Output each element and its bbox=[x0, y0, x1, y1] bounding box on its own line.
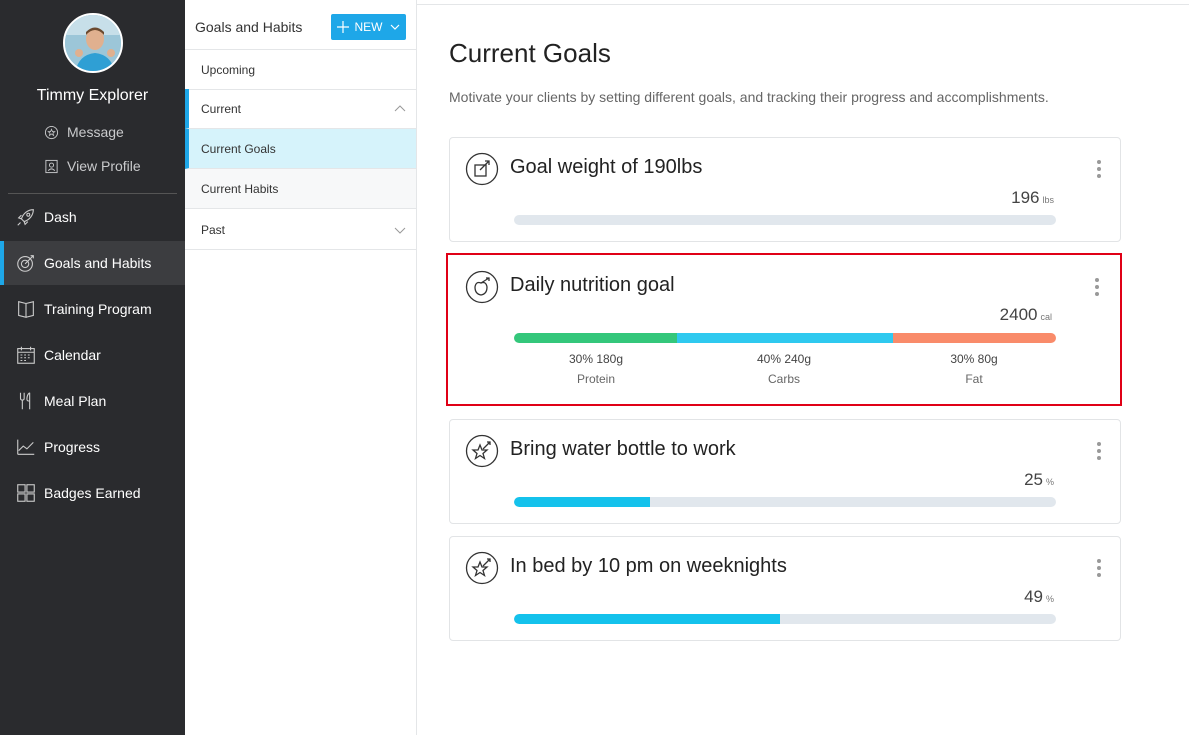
chevron-down-icon bbox=[394, 227, 406, 234]
panel-item-upcoming[interactable]: Upcoming bbox=[185, 50, 416, 90]
avatar[interactable] bbox=[63, 13, 123, 73]
goal-title: Goal weight of 190lbs bbox=[510, 156, 703, 178]
habit-progress-bar bbox=[514, 497, 1056, 507]
habit-title: Bring water bottle to work bbox=[510, 438, 736, 460]
macro-distribution-bar bbox=[514, 333, 1056, 343]
habit-progress-fill bbox=[514, 614, 780, 624]
protein-amount: 30% 180g bbox=[568, 352, 624, 366]
nutrition-calories: 2400 cal bbox=[1000, 305, 1052, 325]
goal-value-unit: lbs bbox=[1042, 195, 1054, 205]
rocket-icon bbox=[17, 209, 34, 226]
more-options-icon[interactable] bbox=[1096, 558, 1102, 578]
goal-value-number: 196 bbox=[1011, 188, 1040, 207]
chevron-up-icon bbox=[394, 105, 406, 112]
message-label: Message bbox=[67, 124, 124, 140]
chevron-down-icon bbox=[390, 24, 399, 30]
profile-icon bbox=[45, 159, 58, 173]
habit-value: 25% bbox=[1024, 470, 1054, 490]
calories-unit: cal bbox=[1040, 312, 1052, 322]
nav-item-badges-earned[interactable]: Badges Earned bbox=[0, 471, 185, 515]
target-icon bbox=[17, 255, 34, 272]
habit-progress-fill bbox=[514, 497, 650, 507]
nav-label-dash: Dash bbox=[44, 209, 77, 225]
new-button[interactable]: NEW bbox=[331, 14, 406, 40]
goal-progress-bar bbox=[514, 215, 1056, 225]
habit-card[interactable]: In bed by 10 pm on weeknights 49% bbox=[449, 536, 1121, 641]
page-title: Current Goals bbox=[449, 38, 611, 68]
sidebar-divider bbox=[8, 193, 177, 194]
fat-label: Fat bbox=[965, 372, 983, 386]
carbs-segment bbox=[676, 333, 894, 343]
nav-label-training-program: Training Program bbox=[44, 301, 152, 317]
current-goals-label: Current Goals bbox=[201, 141, 276, 156]
carbs-label: Carbs bbox=[767, 372, 800, 386]
habit-value-number: 49 bbox=[1024, 587, 1043, 606]
grid-icon bbox=[17, 484, 35, 502]
main-content: Current Goals Motivate your clients by s… bbox=[417, 0, 1189, 735]
nav-item-progress[interactable]: Progress bbox=[0, 425, 185, 469]
protein-label: Protein bbox=[576, 372, 616, 386]
fat-amount: 30% 80g bbox=[950, 352, 998, 366]
nav-label-goals-and-habits: Goals and Habits bbox=[44, 255, 152, 271]
habit-card[interactable]: Bring water bottle to work 25% bbox=[449, 419, 1121, 524]
star-target-icon bbox=[465, 434, 499, 468]
panel-title: Goals and Habits bbox=[195, 19, 303, 35]
main-sidebar: Timmy Explorer Message View Profile Dash… bbox=[0, 0, 185, 735]
upcoming-label: Upcoming bbox=[201, 62, 256, 77]
carbs-amount: 40% 240g bbox=[756, 352, 812, 366]
chart-icon bbox=[17, 439, 35, 455]
utensils-icon bbox=[19, 392, 31, 410]
nav-item-calendar[interactable]: Calendar bbox=[0, 333, 185, 377]
view-profile-link[interactable]: View Profile bbox=[44, 158, 141, 174]
star-target-icon bbox=[465, 551, 499, 585]
panel-header: Goals and Habits NEW bbox=[185, 0, 416, 50]
more-options-icon[interactable] bbox=[1096, 441, 1102, 461]
nav-label-badges-earned: Badges Earned bbox=[44, 485, 141, 501]
goal-target-icon bbox=[465, 152, 499, 186]
nav-item-goals-and-habits[interactable]: Goals and Habits bbox=[0, 241, 185, 285]
panel-item-current-goals[interactable]: Current Goals bbox=[185, 129, 416, 169]
more-options-icon[interactable] bbox=[1096, 159, 1102, 179]
more-options-icon[interactable] bbox=[1094, 277, 1100, 297]
nav-label-progress: Progress bbox=[44, 439, 101, 455]
avatar-image bbox=[65, 15, 121, 71]
top-divider bbox=[417, 4, 1189, 5]
panel-item-current[interactable]: Current bbox=[185, 89, 416, 129]
habit-value-number: 25 bbox=[1024, 470, 1043, 489]
nav-item-meal-plan[interactable]: Meal Plan bbox=[0, 379, 185, 423]
panel-item-current-habits[interactable]: Current Habits bbox=[185, 169, 416, 209]
message-link[interactable]: Message bbox=[44, 124, 124, 140]
view-profile-label: View Profile bbox=[67, 158, 141, 174]
habit-progress-bar bbox=[514, 614, 1056, 624]
habit-title: In bed by 10 pm on weeknights bbox=[510, 555, 787, 577]
current-habits-label: Current Habits bbox=[201, 181, 279, 196]
goals-habits-panel: Goals and Habits NEW Upcoming Current Cu… bbox=[185, 0, 417, 735]
calories-number: 2400 bbox=[999, 305, 1038, 324]
panel-item-past[interactable]: Past bbox=[185, 210, 416, 250]
nav-label-calendar: Calendar bbox=[44, 347, 101, 363]
past-label: Past bbox=[201, 222, 226, 237]
nutrition-goal-card[interactable]: Daily nutrition goal 2400 cal 30% 180g Pr… bbox=[446, 253, 1122, 406]
nav-item-training-program[interactable]: Training Program bbox=[0, 287, 185, 331]
protein-segment bbox=[514, 333, 677, 343]
nav-label-meal-plan: Meal Plan bbox=[44, 393, 107, 409]
habit-value-unit: % bbox=[1045, 594, 1054, 604]
new-button-label: NEW bbox=[354, 20, 383, 34]
apple-target-icon bbox=[465, 270, 499, 304]
nutrition-goal-title: Daily nutrition goal bbox=[510, 274, 675, 296]
goal-card[interactable]: Goal weight of 190lbs 196 lbs bbox=[449, 137, 1121, 242]
habit-value-unit: % bbox=[1045, 477, 1054, 487]
message-icon bbox=[44, 125, 59, 139]
current-label: Current bbox=[201, 101, 242, 116]
goal-value: 196 lbs bbox=[1011, 188, 1054, 208]
fat-segment bbox=[893, 333, 1056, 343]
book-icon bbox=[18, 300, 34, 318]
nav-item-dash[interactable]: Dash bbox=[0, 195, 185, 239]
user-name: Timmy Explorer bbox=[36, 87, 149, 104]
plus-icon bbox=[336, 21, 349, 33]
habit-value: 49% bbox=[1024, 587, 1054, 607]
page-subtitle: Motivate your clients by setting differe… bbox=[449, 89, 1049, 105]
calendar-icon bbox=[17, 346, 35, 364]
